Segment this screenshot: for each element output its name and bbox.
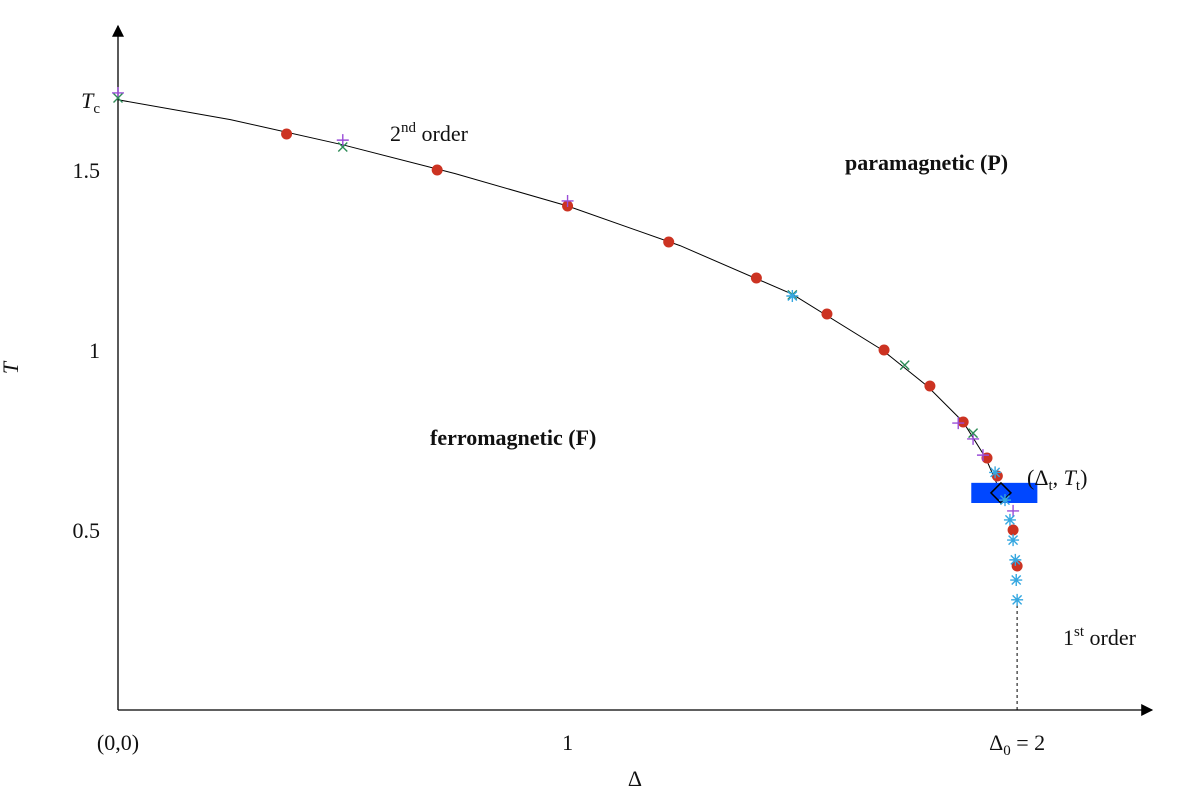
annotation-part: , — [1053, 465, 1064, 490]
y-tick-label-text: 1 — [89, 338, 100, 363]
x-tick-label-sub: 0 — [1003, 743, 1011, 759]
data-point — [663, 236, 675, 248]
annotation: 2nd order — [390, 120, 469, 146]
data-point — [112, 86, 124, 99]
annotation-part: st — [1074, 624, 1085, 640]
annotation: 1st order — [1063, 624, 1137, 650]
annotation-part: T — [1064, 465, 1078, 490]
data-point — [337, 141, 348, 152]
data-point — [431, 164, 443, 176]
annotation-part: 1 — [1063, 625, 1074, 650]
x-tick-label: Δ0 = 2 — [989, 730, 1045, 759]
y-tick-label-sub: c — [93, 101, 100, 117]
data-point — [899, 360, 910, 371]
data-point — [561, 194, 574, 207]
x-tick-label-text: (0,0) — [97, 730, 139, 755]
data-point — [1010, 574, 1023, 587]
annotation-part: t — [1076, 478, 1081, 494]
annotation: paramagnetic (P) — [845, 150, 1008, 175]
data-point — [786, 290, 799, 302]
annotation-part: t — [1048, 478, 1053, 494]
data-point — [113, 93, 123, 103]
data-point — [924, 380, 936, 392]
annotation: (Δt, Tt) — [1027, 465, 1087, 494]
x-tick-label-text: Δ — [989, 730, 1003, 755]
data-point — [281, 128, 293, 140]
data-point — [1007, 524, 1019, 536]
data-point — [989, 466, 1002, 479]
phase-boundary — [117, 99, 1002, 494]
annotation-part: ferromagnetic (F) — [430, 425, 596, 450]
data-point — [998, 494, 1011, 507]
data-point — [967, 432, 980, 445]
y-tick-label: Tc — [81, 88, 100, 117]
x-tick-label: 1 — [562, 730, 573, 755]
tricritical-point — [989, 481, 1013, 504]
y-tick-label-text: T — [81, 88, 95, 113]
annotation-part: nd — [401, 120, 417, 136]
data-point — [1003, 513, 1016, 526]
y-tick-label-text: 1.5 — [73, 158, 101, 183]
data-point — [821, 308, 833, 320]
data-point — [750, 272, 762, 284]
data-point — [976, 449, 989, 462]
y-tick-label: 0.5 — [73, 518, 101, 543]
x-tick-label-text: 1 — [562, 730, 573, 755]
data-point — [957, 416, 969, 428]
data-point — [1007, 534, 1020, 547]
y-tick-label: 1.5 — [73, 158, 101, 183]
y-tick-label: 1 — [89, 338, 100, 363]
x-axis-label: Δ — [628, 766, 642, 791]
tricritical-box — [971, 482, 1038, 503]
data-point — [952, 417, 965, 430]
data-point — [1009, 553, 1022, 566]
x-tick-label-suffix: = 2 — [1011, 730, 1045, 755]
data-point — [1007, 504, 1020, 517]
data-point — [336, 134, 349, 147]
annotation-part: paramagnetic (P) — [845, 150, 1008, 175]
annotation-part: order — [1084, 625, 1137, 650]
annotation-part: 2 — [390, 121, 401, 146]
annotation-part: ) — [1080, 465, 1087, 490]
data-point — [1011, 593, 1024, 606]
y-tick-label-text: 0.5 — [73, 518, 101, 543]
data-point — [968, 428, 979, 439]
annotation-part: order — [416, 121, 469, 146]
annotation: ferromagnetic (F) — [430, 425, 596, 450]
x-tick-label: (0,0) — [97, 730, 139, 755]
data-point — [1011, 560, 1023, 572]
y-axis-label: T — [0, 360, 23, 374]
data-point — [878, 344, 890, 356]
annotation-part: (Δ — [1027, 465, 1048, 490]
